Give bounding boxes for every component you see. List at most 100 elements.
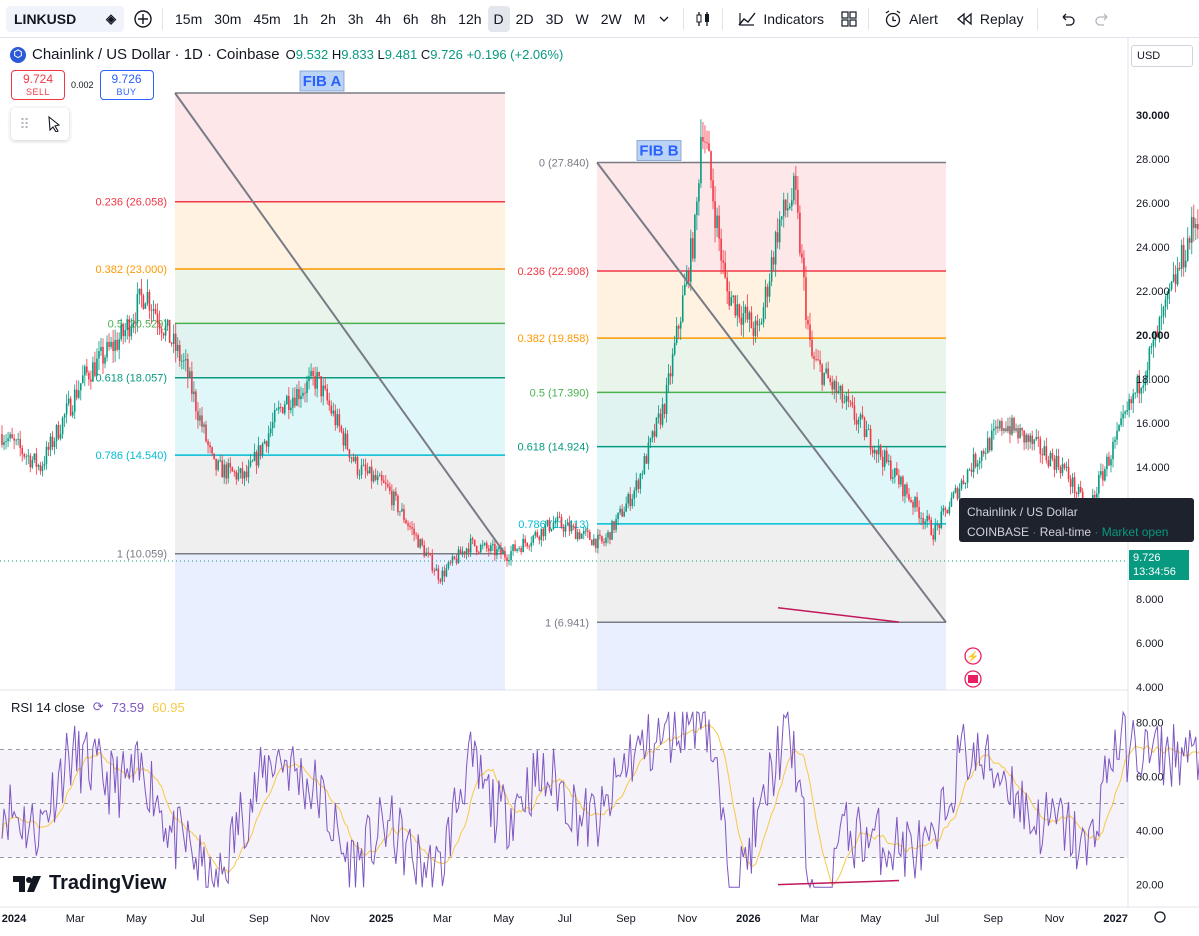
indicators-icon — [738, 12, 756, 26]
candle-body — [912, 501, 914, 508]
sell-button[interactable]: 9.724 SELL — [11, 70, 65, 100]
indicators-button[interactable]: Indicators — [729, 6, 832, 32]
candle-body — [613, 521, 615, 530]
candle-body — [185, 358, 187, 361]
candle-body — [281, 407, 284, 414]
timeframe-button-3d[interactable]: 3D — [545, 10, 564, 27]
timeframe-button-w[interactable]: W — [575, 10, 589, 27]
candle-body — [29, 455, 32, 468]
chevron-down-icon[interactable] — [651, 6, 677, 32]
templates-icon[interactable] — [836, 6, 862, 32]
cursor-icon[interactable] — [47, 116, 61, 132]
undo-icon[interactable] — [1054, 6, 1080, 32]
candle-body — [150, 310, 153, 312]
candle-body — [1188, 238, 1191, 243]
timeframe-button-1h[interactable]: 1h — [292, 10, 309, 27]
redo-icon[interactable] — [1090, 6, 1116, 32]
drag-handle-icon[interactable]: ⠿ — [19, 115, 30, 132]
candle-body — [514, 544, 516, 551]
timeframe-button-2d[interactable]: 2D — [515, 10, 534, 27]
candle-body — [19, 439, 21, 449]
candle-body — [306, 381, 308, 394]
candles-icon[interactable] — [690, 6, 716, 32]
candle-body — [213, 453, 215, 459]
candle-body — [51, 436, 54, 448]
candle-body — [986, 438, 989, 454]
candle-body — [61, 417, 64, 435]
timeframe-button-d[interactable]: D — [487, 5, 510, 32]
candle-body — [611, 521, 613, 540]
candle-body — [399, 511, 401, 513]
chart-canvas[interactable]: 0.236 (26.058)0.382 (23.000)0.5 (20.529)… — [0, 38, 1199, 936]
symbol-search[interactable]: LINKUSD ◈ — [6, 5, 124, 32]
candle-body — [863, 417, 866, 437]
candle-body — [162, 333, 165, 336]
candle-body — [322, 385, 324, 397]
refresh-icon[interactable]: ⟳ — [92, 699, 104, 714]
candle-body — [1104, 469, 1106, 481]
candle-body — [839, 385, 842, 392]
candle-body — [1023, 430, 1025, 443]
alert-button[interactable]: Alert — [875, 6, 946, 32]
candle-body — [67, 398, 70, 404]
timeframe-button-15m[interactable]: 15m — [175, 10, 203, 27]
timeframe-button-8h[interactable]: 8h — [430, 10, 447, 27]
candle-body — [267, 433, 270, 447]
candle-body — [778, 219, 781, 243]
currency-select[interactable]: USD — [1131, 45, 1193, 67]
timeframe-button-2w[interactable]: 2W — [600, 10, 622, 27]
timeframe-button-12h[interactable]: 12h — [458, 10, 482, 27]
candle-body — [374, 474, 377, 480]
candle-body — [784, 199, 787, 211]
candle-body — [629, 494, 632, 507]
timeframe-button-45m[interactable]: 45m — [253, 10, 281, 27]
candle-body — [530, 542, 533, 547]
symbol-legend: ⬡ Chainlink / US Dollar · 1D · Coinbase … — [10, 46, 563, 63]
candle-body — [1021, 428, 1023, 431]
compare-icon[interactable]: ◈ — [106, 10, 116, 26]
candle-body — [415, 534, 417, 536]
candle-body — [920, 517, 922, 519]
candle-body — [98, 351, 100, 359]
candle-body — [417, 535, 419, 548]
indicators-label: Indicators — [763, 10, 825, 27]
candle-body — [1049, 453, 1052, 467]
candle-body — [522, 539, 524, 553]
replay-button[interactable]: Replay — [946, 6, 1032, 32]
timeframe-button-6h[interactable]: 6h — [403, 10, 419, 27]
buy-button[interactable]: 9.726 BUY — [99, 70, 154, 100]
candle-body — [1037, 436, 1040, 439]
candle-body — [768, 281, 771, 297]
candle-body — [419, 539, 421, 548]
candle-body — [1156, 331, 1159, 338]
timeframe-button-2h[interactable]: 2h — [320, 10, 336, 27]
timeframe-button-30m[interactable]: 30m — [214, 10, 242, 27]
candle-body — [815, 359, 817, 360]
rsi-ma-value: 60.95 — [152, 699, 185, 715]
timeframe-button-4h[interactable]: 4h — [375, 10, 392, 27]
candle-body — [479, 545, 482, 553]
candle-body — [211, 447, 213, 454]
candle-body — [510, 551, 512, 561]
candle-body — [435, 568, 438, 571]
candle-body — [782, 199, 785, 217]
candle-body — [380, 475, 383, 481]
candle-body — [1094, 494, 1096, 498]
candle-body — [102, 346, 104, 364]
candle-body — [1003, 428, 1005, 431]
timeframe-button-m[interactable]: M — [633, 10, 646, 27]
candle-body — [1073, 477, 1076, 493]
fib-level-label: 0.382 (23.000) — [95, 264, 167, 276]
candle-body — [122, 324, 124, 337]
floating-draw-toolbar: ⠿ — [11, 108, 69, 140]
timeframe-button-3h[interactable]: 3h — [347, 10, 364, 27]
add-symbol-icon[interactable] — [130, 6, 156, 32]
candle-body — [932, 535, 935, 540]
rsi-ma-line — [1, 722, 1199, 886]
tradingview-logo[interactable]: TradingView — [13, 872, 166, 895]
candle-body — [534, 532, 537, 536]
candle-body — [290, 407, 292, 410]
candle-body — [263, 441, 266, 444]
chart-area[interactable]: 0.236 (26.058) 0.382 (23.000) 0.5 (20.529)… — [0, 38, 1199, 936]
candle-body — [342, 431, 345, 446]
